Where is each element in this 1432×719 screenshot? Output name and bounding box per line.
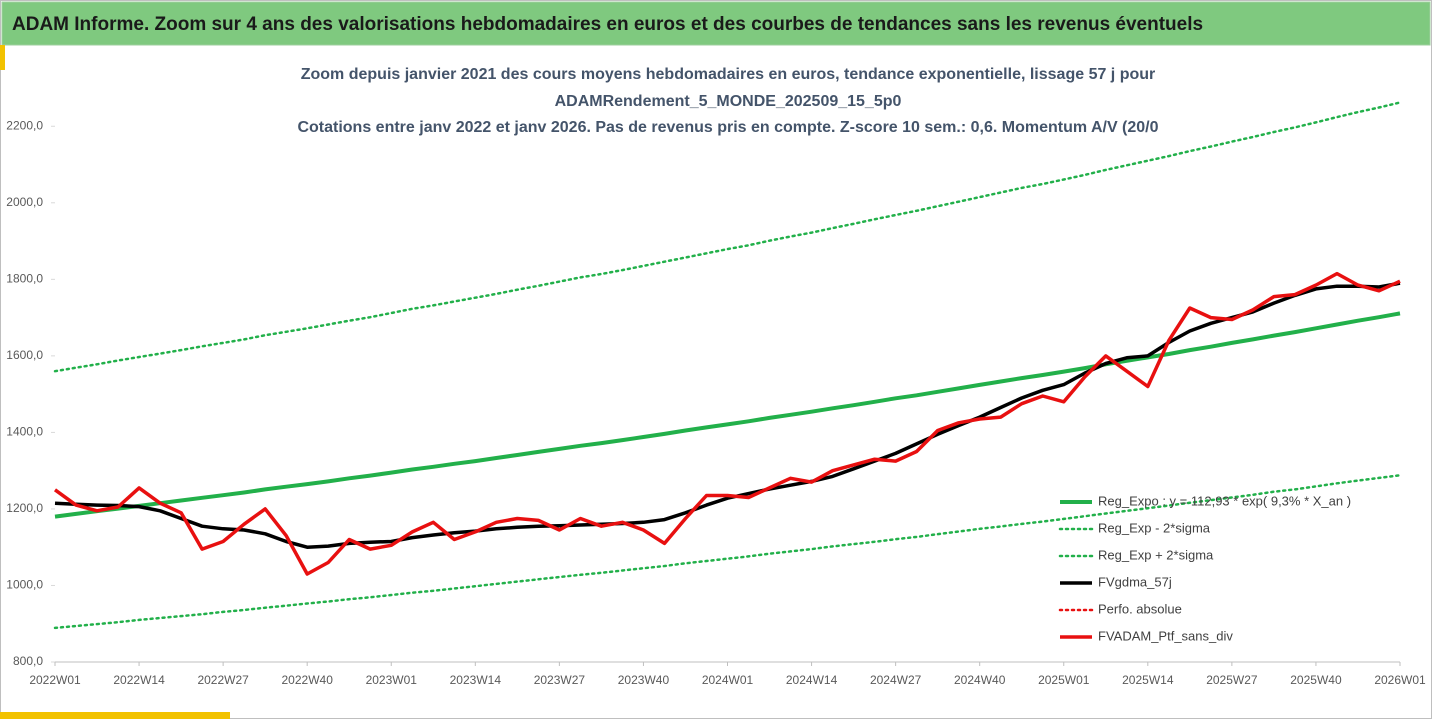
y-tick-label: 2200,0 bbox=[6, 118, 43, 132]
chart-title: Zoom depuis janvier 2021 des cours moyen… bbox=[301, 66, 1156, 83]
x-tick-label: 2025W40 bbox=[1290, 673, 1342, 687]
x-tick-label: 2025W14 bbox=[1122, 673, 1174, 687]
legend-label: FVADAM_Ptf_sans_div bbox=[1098, 628, 1233, 643]
header-title: ADAM Informe. Zoom sur 4 ans des valoris… bbox=[12, 14, 1203, 35]
x-tick-label: 2022W40 bbox=[282, 673, 334, 687]
y-tick-label: 1200,0 bbox=[6, 501, 43, 515]
x-tick-label: 2022W14 bbox=[113, 673, 165, 687]
legend-label: Reg_Expo : y = 112,93 * exp( 9,3% * X_an… bbox=[1098, 493, 1351, 508]
series-line bbox=[53, 101, 1402, 373]
chart-title: ADAMRendement_5_MONDE_202509_15_5p0 bbox=[555, 93, 902, 110]
x-tick-label: 2026W01 bbox=[1374, 673, 1426, 687]
y-tick-label: 1400,0 bbox=[6, 425, 43, 439]
legend-label: FVgdma_57j bbox=[1098, 574, 1172, 589]
x-tick-label: 2023W01 bbox=[366, 673, 418, 687]
series-line bbox=[54, 311, 1401, 519]
legend-label: Perfo. absolue bbox=[1098, 601, 1182, 616]
y-tick-label: 1600,0 bbox=[6, 348, 43, 362]
series-line bbox=[53, 474, 1402, 630]
x-tick-label: 2025W01 bbox=[1038, 673, 1090, 687]
x-tick-label: 2022W27 bbox=[197, 673, 249, 687]
y-tick-label: 1800,0 bbox=[6, 272, 43, 286]
x-tick-label: 2023W27 bbox=[534, 673, 586, 687]
x-tick-label: 2025W27 bbox=[1206, 673, 1258, 687]
x-tick-label: 2024W01 bbox=[702, 673, 754, 687]
x-tick-label: 2024W27 bbox=[870, 673, 922, 687]
x-tick-label: 2024W40 bbox=[954, 673, 1006, 687]
x-tick-label: 2023W40 bbox=[618, 673, 670, 687]
x-tick-label: 2023W14 bbox=[450, 673, 502, 687]
y-tick-label: 800,0 bbox=[13, 654, 43, 668]
accent bbox=[0, 712, 230, 719]
x-tick-label: 2024W14 bbox=[786, 673, 838, 687]
y-tick-label: 1000,0 bbox=[6, 578, 43, 592]
legend-label: Reg_Exp + 2*sigma bbox=[1098, 547, 1214, 562]
chart-title: Cotations entre janv 2022 et janv 2026. … bbox=[297, 119, 1158, 136]
series-line bbox=[54, 281, 1401, 549]
x-tick-label: 2022W01 bbox=[29, 673, 81, 687]
y-tick-label: 2000,0 bbox=[6, 195, 43, 209]
legend-label: Reg_Exp - 2*sigma bbox=[1098, 520, 1211, 535]
header-bar bbox=[1, 1, 1431, 46]
series-line bbox=[53, 271, 1401, 576]
accent bbox=[0, 45, 5, 70]
